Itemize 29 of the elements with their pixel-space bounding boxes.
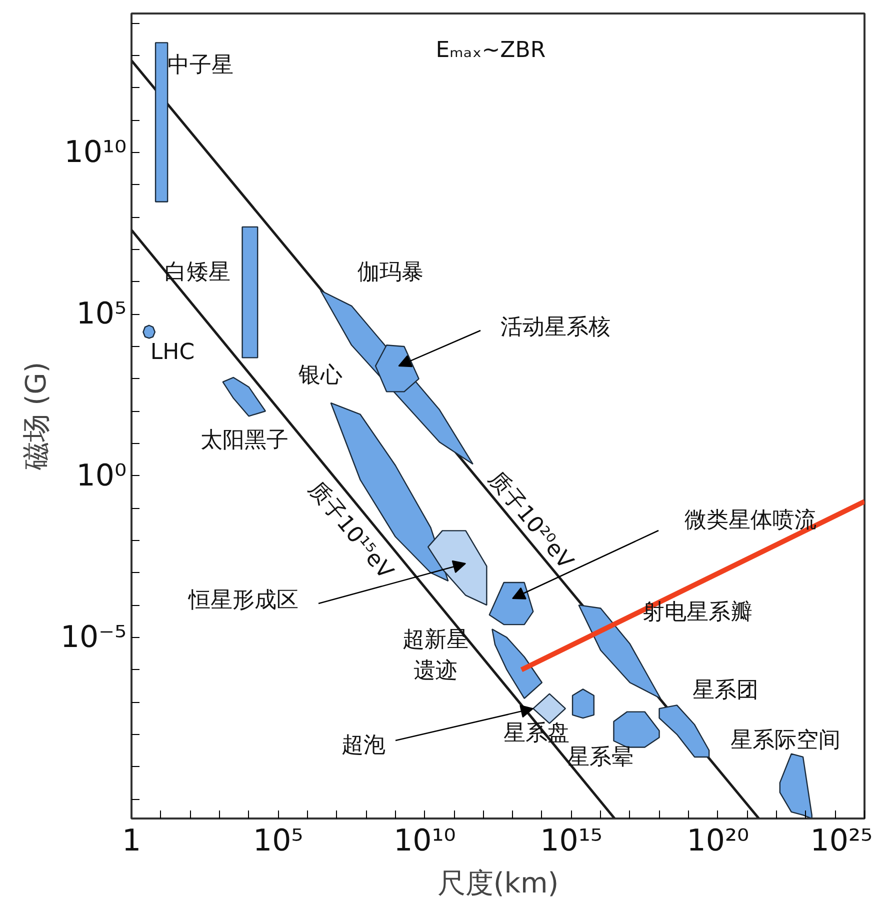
annotation: 中子星 xyxy=(168,53,234,78)
x-tick-label: 10¹⁵ xyxy=(540,824,602,858)
x-tick-label: 10¹⁰ xyxy=(394,824,456,858)
annotation: 恒星形成区 xyxy=(188,588,298,613)
annotation: 太阳黑子 xyxy=(200,428,288,453)
x-tick-label: 10⁵ xyxy=(253,824,304,858)
x-tick-label: 1 xyxy=(122,824,142,858)
x-tick-label: 10²⁰ xyxy=(686,824,750,858)
y-axis-title: 磁场 (G) xyxy=(19,362,52,472)
annotation: 射电星系瓣 xyxy=(642,600,752,625)
text: Eₘₐₓ~ZBR xyxy=(436,38,546,63)
y-tick-label: 10⁵ xyxy=(76,296,127,332)
annotation: 白矮星 xyxy=(164,260,230,285)
x-axis-title: 尺度(km) xyxy=(437,866,559,900)
annotation: 超泡 xyxy=(342,733,386,758)
annotation: 银心 xyxy=(298,363,342,388)
y-tick-label: 10¹⁰ xyxy=(64,135,127,170)
annotation: 星系团 xyxy=(692,678,758,703)
annotation: 超新星遗迹 xyxy=(402,627,468,684)
annotation: 星系际空间 xyxy=(730,728,840,753)
annotation: 星系盘 xyxy=(504,721,570,746)
annotation: LHC xyxy=(150,340,195,365)
x-tick-label: 10²⁵ xyxy=(810,824,872,858)
annotation: 星系晕 xyxy=(568,745,634,770)
annotation: 微类星体喷流 xyxy=(684,508,816,533)
annotation: 活动星系核 xyxy=(500,315,610,340)
annotation: 伽玛暴 xyxy=(358,260,424,285)
y-tick-label: 10⁻⁵ xyxy=(60,620,127,655)
y-tick-label: 10⁰ xyxy=(76,458,127,494)
